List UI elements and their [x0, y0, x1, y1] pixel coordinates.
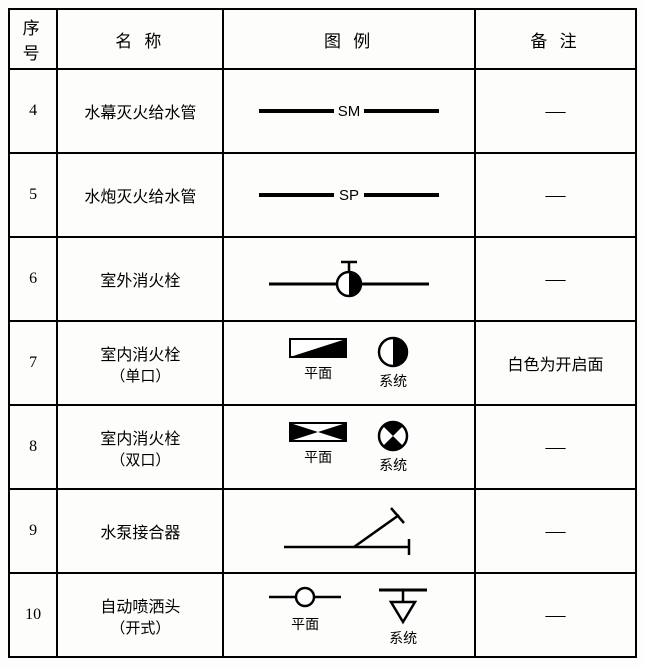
symbol-outdoor-hydrant	[223, 237, 475, 321]
label-plan: 平面	[291, 614, 319, 634]
row-num: 4	[9, 69, 57, 153]
symbol-open-sprinkler: 平面 系统	[223, 573, 475, 657]
table-row: 4 水幕灭火给水管 SM —	[9, 69, 636, 153]
label-system: 系统	[379, 371, 407, 391]
col-header-name: 名 称	[57, 9, 223, 69]
symbol-indoor-hydrant-double: 平面 系统	[223, 405, 475, 489]
row-note: —	[475, 405, 636, 489]
row-note: —	[475, 489, 636, 573]
symbol-water-curtain-pipe: SM	[223, 69, 475, 153]
row-num: 7	[9, 321, 57, 405]
table-row: 5 水炮灭火给水管 SP —	[9, 153, 636, 237]
row-note: —	[475, 69, 636, 153]
col-header-note: 备 注	[475, 9, 636, 69]
label-system: 系统	[389, 628, 417, 648]
row-num: 9	[9, 489, 57, 573]
symbol-siamese-connection	[223, 489, 475, 573]
col-header-num: 序号	[9, 9, 57, 69]
row-note: —	[475, 237, 636, 321]
symbol-legend-table: 序号 名 称 图 例 备 注 4 水幕灭火给水管 SM — 5 水炮灭火给水管	[8, 8, 637, 658]
row-name: 水幕灭火给水管	[57, 69, 223, 153]
row-num: 6	[9, 237, 57, 321]
symbol-indoor-hydrant-single: 平面 系统	[223, 321, 475, 405]
row-name: 水泵接合器	[57, 489, 223, 573]
col-header-sym: 图 例	[223, 9, 475, 69]
table-row: 7 室内消火栓 （单口） 平面	[9, 321, 636, 405]
table-row: 9 水泵接合器 —	[9, 489, 636, 573]
header-row: 序号 名 称 图 例 备 注	[9, 9, 636, 69]
row-name: 室外消火栓	[57, 237, 223, 321]
symbol-water-cannon-pipe: SP	[223, 153, 475, 237]
row-num: 10	[9, 573, 57, 657]
row-name: 室内消火栓 （单口）	[57, 321, 223, 405]
row-name: 自动喷洒头 （开式）	[57, 573, 223, 657]
table-row: 6 室外消火栓 —	[9, 237, 636, 321]
label-system: 系统	[379, 455, 407, 475]
label-plan: 平面	[304, 363, 332, 383]
row-name: 室内消火栓 （双口）	[57, 405, 223, 489]
table-row: 10 自动喷洒头 （开式） 平面	[9, 573, 636, 657]
svg-text:SP: SP	[339, 187, 359, 204]
row-num: 5	[9, 153, 57, 237]
svg-text:SM: SM	[338, 103, 361, 120]
row-note: —	[475, 153, 636, 237]
label-plan: 平面	[304, 447, 332, 467]
row-num: 8	[9, 405, 57, 489]
row-note: —	[475, 573, 636, 657]
row-note: 白色为开启面	[475, 321, 636, 405]
table-row: 8 室内消火栓 （双口） 平面	[9, 405, 636, 489]
row-name: 水炮灭火给水管	[57, 153, 223, 237]
